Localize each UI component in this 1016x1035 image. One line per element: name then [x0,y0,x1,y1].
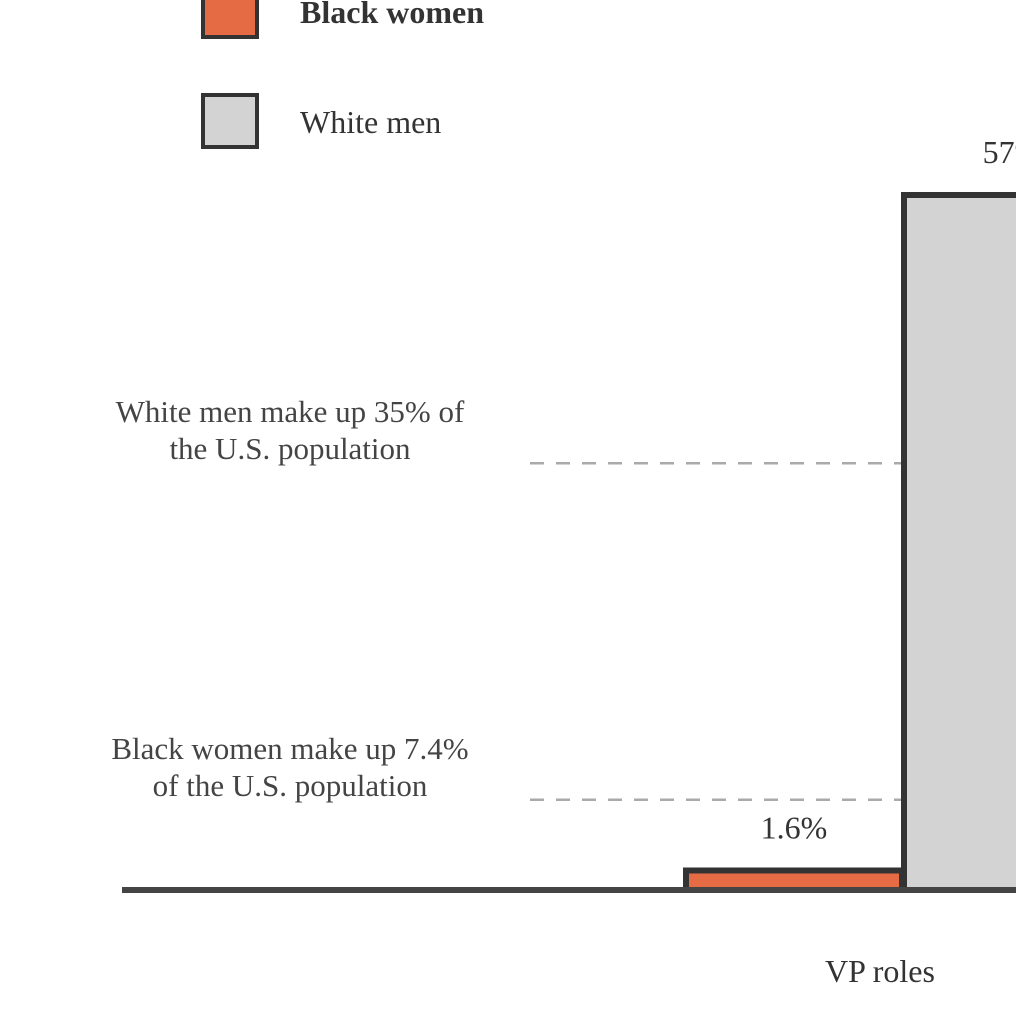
annotation: Black women make up 7.4% of the U.S. pop… [111,730,469,803]
legend-swatch [201,93,259,149]
legend-label: Black women [300,0,484,30]
value-label: 1.6% [761,809,828,845]
x-tick-label: VP roles [825,953,935,989]
value-label: 57% [983,134,1016,170]
legend-label: White men [300,104,441,140]
annotation: White men make up 35% of the U.S. popula… [115,394,465,467]
bar [901,192,1016,893]
legend-swatch [201,0,259,39]
